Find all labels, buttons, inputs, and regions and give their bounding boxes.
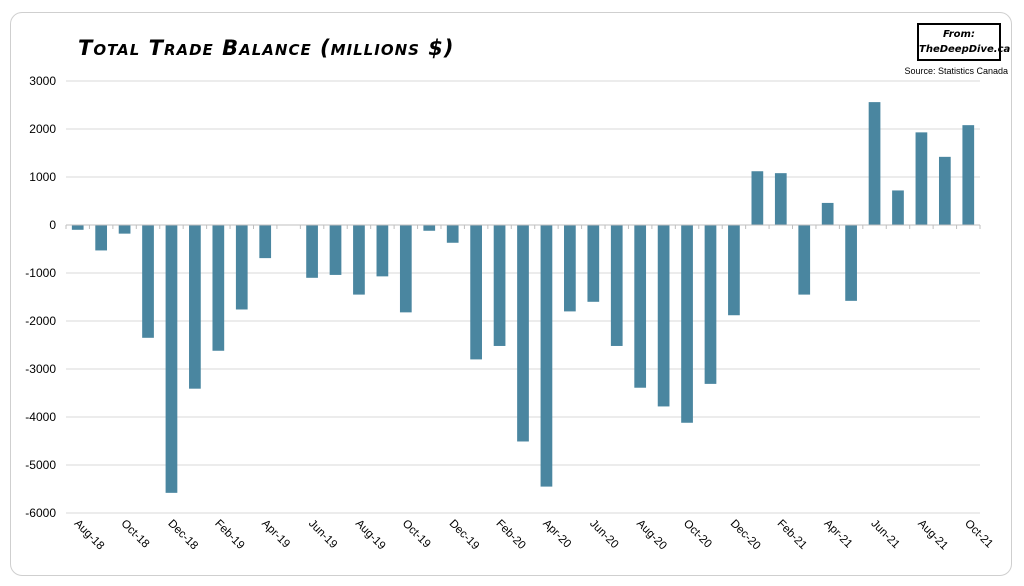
- x-tick-label: Aug-18: [72, 518, 107, 553]
- x-tick-label: Apr-20: [540, 518, 573, 551]
- chart-title: Total Trade Balance (millions $): [78, 36, 455, 60]
- bar-Nov-18: [142, 225, 154, 338]
- bar-Oct-21: [962, 125, 975, 225]
- bar-May-20: [564, 225, 576, 312]
- bar-Apr-19: [259, 225, 272, 259]
- source-badge: From: TheDeepDive.ca: [917, 23, 1011, 61]
- x-tick-label: Jun-20: [587, 518, 620, 551]
- x-tick-label: Oct-18: [118, 518, 151, 551]
- bar-Jun-19: [306, 225, 318, 278]
- x-tick-label: Dec-19: [447, 518, 482, 553]
- x-tick-label: Feb-20: [493, 518, 527, 552]
- x-tick-label: Dec-20: [728, 518, 763, 553]
- bar-Jul-19: [329, 225, 342, 275]
- x-tick-label: Feb-19: [212, 518, 246, 552]
- y-tick-label: -5000: [25, 458, 56, 472]
- badge-line-2: TheDeepDive.ca: [919, 44, 1011, 55]
- zero-axis: [65, 224, 981, 229]
- bar-Dec-18: [165, 225, 178, 493]
- bar-Mar-21: [798, 225, 811, 295]
- x-tick-label: Apr-19: [259, 518, 292, 551]
- x-tick-label: Jun-19: [306, 518, 339, 551]
- bar-May-21: [845, 225, 857, 301]
- bar-Feb-21: [774, 173, 787, 225]
- y-tick-label: -1000: [25, 266, 56, 280]
- bar-Mar-20: [517, 225, 529, 442]
- y-tick-label: 3000: [29, 74, 56, 88]
- bar-Sep-18: [95, 225, 108, 251]
- bar-Sep-19: [376, 225, 389, 277]
- bar-Jan-21: [751, 171, 764, 225]
- bar-Feb-19: [212, 225, 225, 351]
- bar-Sep-21: [938, 156, 951, 225]
- bar-Jul-21: [892, 190, 904, 225]
- bar-Apr-21: [821, 202, 834, 225]
- x-tick-label: Oct-21: [962, 518, 995, 551]
- bar-Nov-20: [704, 225, 717, 384]
- y-tick-label: -4000: [25, 410, 56, 424]
- x-axis-ticks: Aug-18 Oct-18 Dec-18 Feb-19 Apr-19 Jun-19 Aug-…: [72, 518, 995, 553]
- x-tick-label: Aug-20: [634, 518, 669, 553]
- y-tick-label: 0: [49, 218, 56, 232]
- bar-Jan-19: [189, 225, 201, 389]
- bars: [71, 102, 975, 493]
- bar-Jun-21: [868, 102, 881, 225]
- bar-Aug-21: [915, 132, 928, 225]
- badge-line-1: From:: [943, 29, 975, 40]
- y-tick-label: 1000: [29, 170, 56, 184]
- x-tick-label: Feb-21: [775, 518, 809, 552]
- bar-Aug-19: [353, 225, 365, 295]
- bar-Nov-19: [423, 225, 436, 231]
- bar-Oct-18: [118, 225, 131, 234]
- bar-Aug-20: [634, 225, 647, 388]
- bar-Aug-18: [71, 225, 84, 230]
- x-tick-label: Oct-19: [400, 518, 433, 551]
- bar-Dec-20: [728, 225, 740, 316]
- y-tick-label: 2000: [29, 122, 56, 136]
- bar-Mar-19: [235, 225, 248, 310]
- bar-Oct-20: [681, 225, 693, 423]
- bar-Feb-20: [493, 225, 506, 346]
- x-tick-label: Oct-20: [681, 518, 714, 551]
- source-note: Source: Statistics Canada: [904, 66, 1008, 76]
- bar-Oct-19: [399, 225, 412, 313]
- y-axis-ticks: 3000 2000 1000 0 -1000 -2000 -3000 -4000 -5000 -6…: [25, 74, 56, 520]
- x-tick-label: Dec-18: [165, 518, 200, 553]
- y-tick-label: -6000: [25, 506, 56, 520]
- bar-Apr-20: [540, 225, 553, 487]
- x-tick-label: Aug-19: [353, 518, 388, 553]
- y-tick-label: -3000: [25, 362, 56, 376]
- x-tick-label: Aug-21: [915, 518, 950, 553]
- bar-Jan-20: [470, 225, 482, 360]
- x-tick-label: Jun-21: [868, 518, 901, 551]
- bar-Jul-20: [610, 225, 623, 346]
- bar-Sep-20: [657, 225, 670, 407]
- y-tick-label: -2000: [25, 314, 56, 328]
- x-tick-label: Apr-21: [822, 518, 855, 551]
- bar-Dec-19: [446, 225, 459, 243]
- bar-Jun-20: [587, 225, 600, 302]
